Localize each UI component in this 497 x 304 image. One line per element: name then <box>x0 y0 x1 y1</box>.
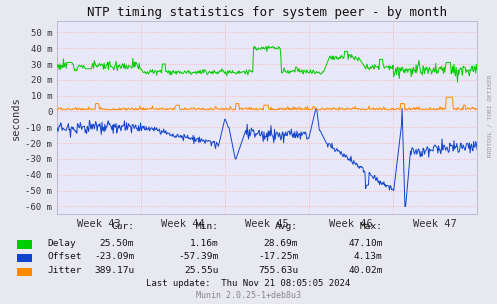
Text: -57.39m: -57.39m <box>178 252 219 261</box>
Text: 389.17u: 389.17u <box>94 266 134 275</box>
Text: 755.63u: 755.63u <box>258 266 298 275</box>
Text: RRDTOOL / TOBI OETIKER: RRDTOOL / TOBI OETIKER <box>487 74 492 157</box>
Text: Jitter: Jitter <box>47 266 82 275</box>
Text: 25.55u: 25.55u <box>184 266 219 275</box>
Text: Munin 2.0.25-1+deb8u3: Munin 2.0.25-1+deb8u3 <box>196 291 301 300</box>
Text: Delay: Delay <box>47 239 76 248</box>
Text: 28.69m: 28.69m <box>264 239 298 248</box>
Text: Last update:  Thu Nov 21 08:05:05 2024: Last update: Thu Nov 21 08:05:05 2024 <box>147 279 350 288</box>
Text: -17.25m: -17.25m <box>258 252 298 261</box>
Text: Min:: Min: <box>196 222 219 231</box>
Text: 40.02m: 40.02m <box>348 266 383 275</box>
Text: 1.16m: 1.16m <box>190 239 219 248</box>
Text: 25.50m: 25.50m <box>100 239 134 248</box>
Text: Max:: Max: <box>360 222 383 231</box>
Text: Offset: Offset <box>47 252 82 261</box>
Text: 4.13m: 4.13m <box>354 252 383 261</box>
Title: NTP timing statistics for system peer - by month: NTP timing statistics for system peer - … <box>87 6 447 19</box>
Text: Avg:: Avg: <box>275 222 298 231</box>
Y-axis label: seconds: seconds <box>11 96 21 140</box>
Text: -23.09m: -23.09m <box>94 252 134 261</box>
Text: 47.10m: 47.10m <box>348 239 383 248</box>
Text: Cur:: Cur: <box>111 222 134 231</box>
